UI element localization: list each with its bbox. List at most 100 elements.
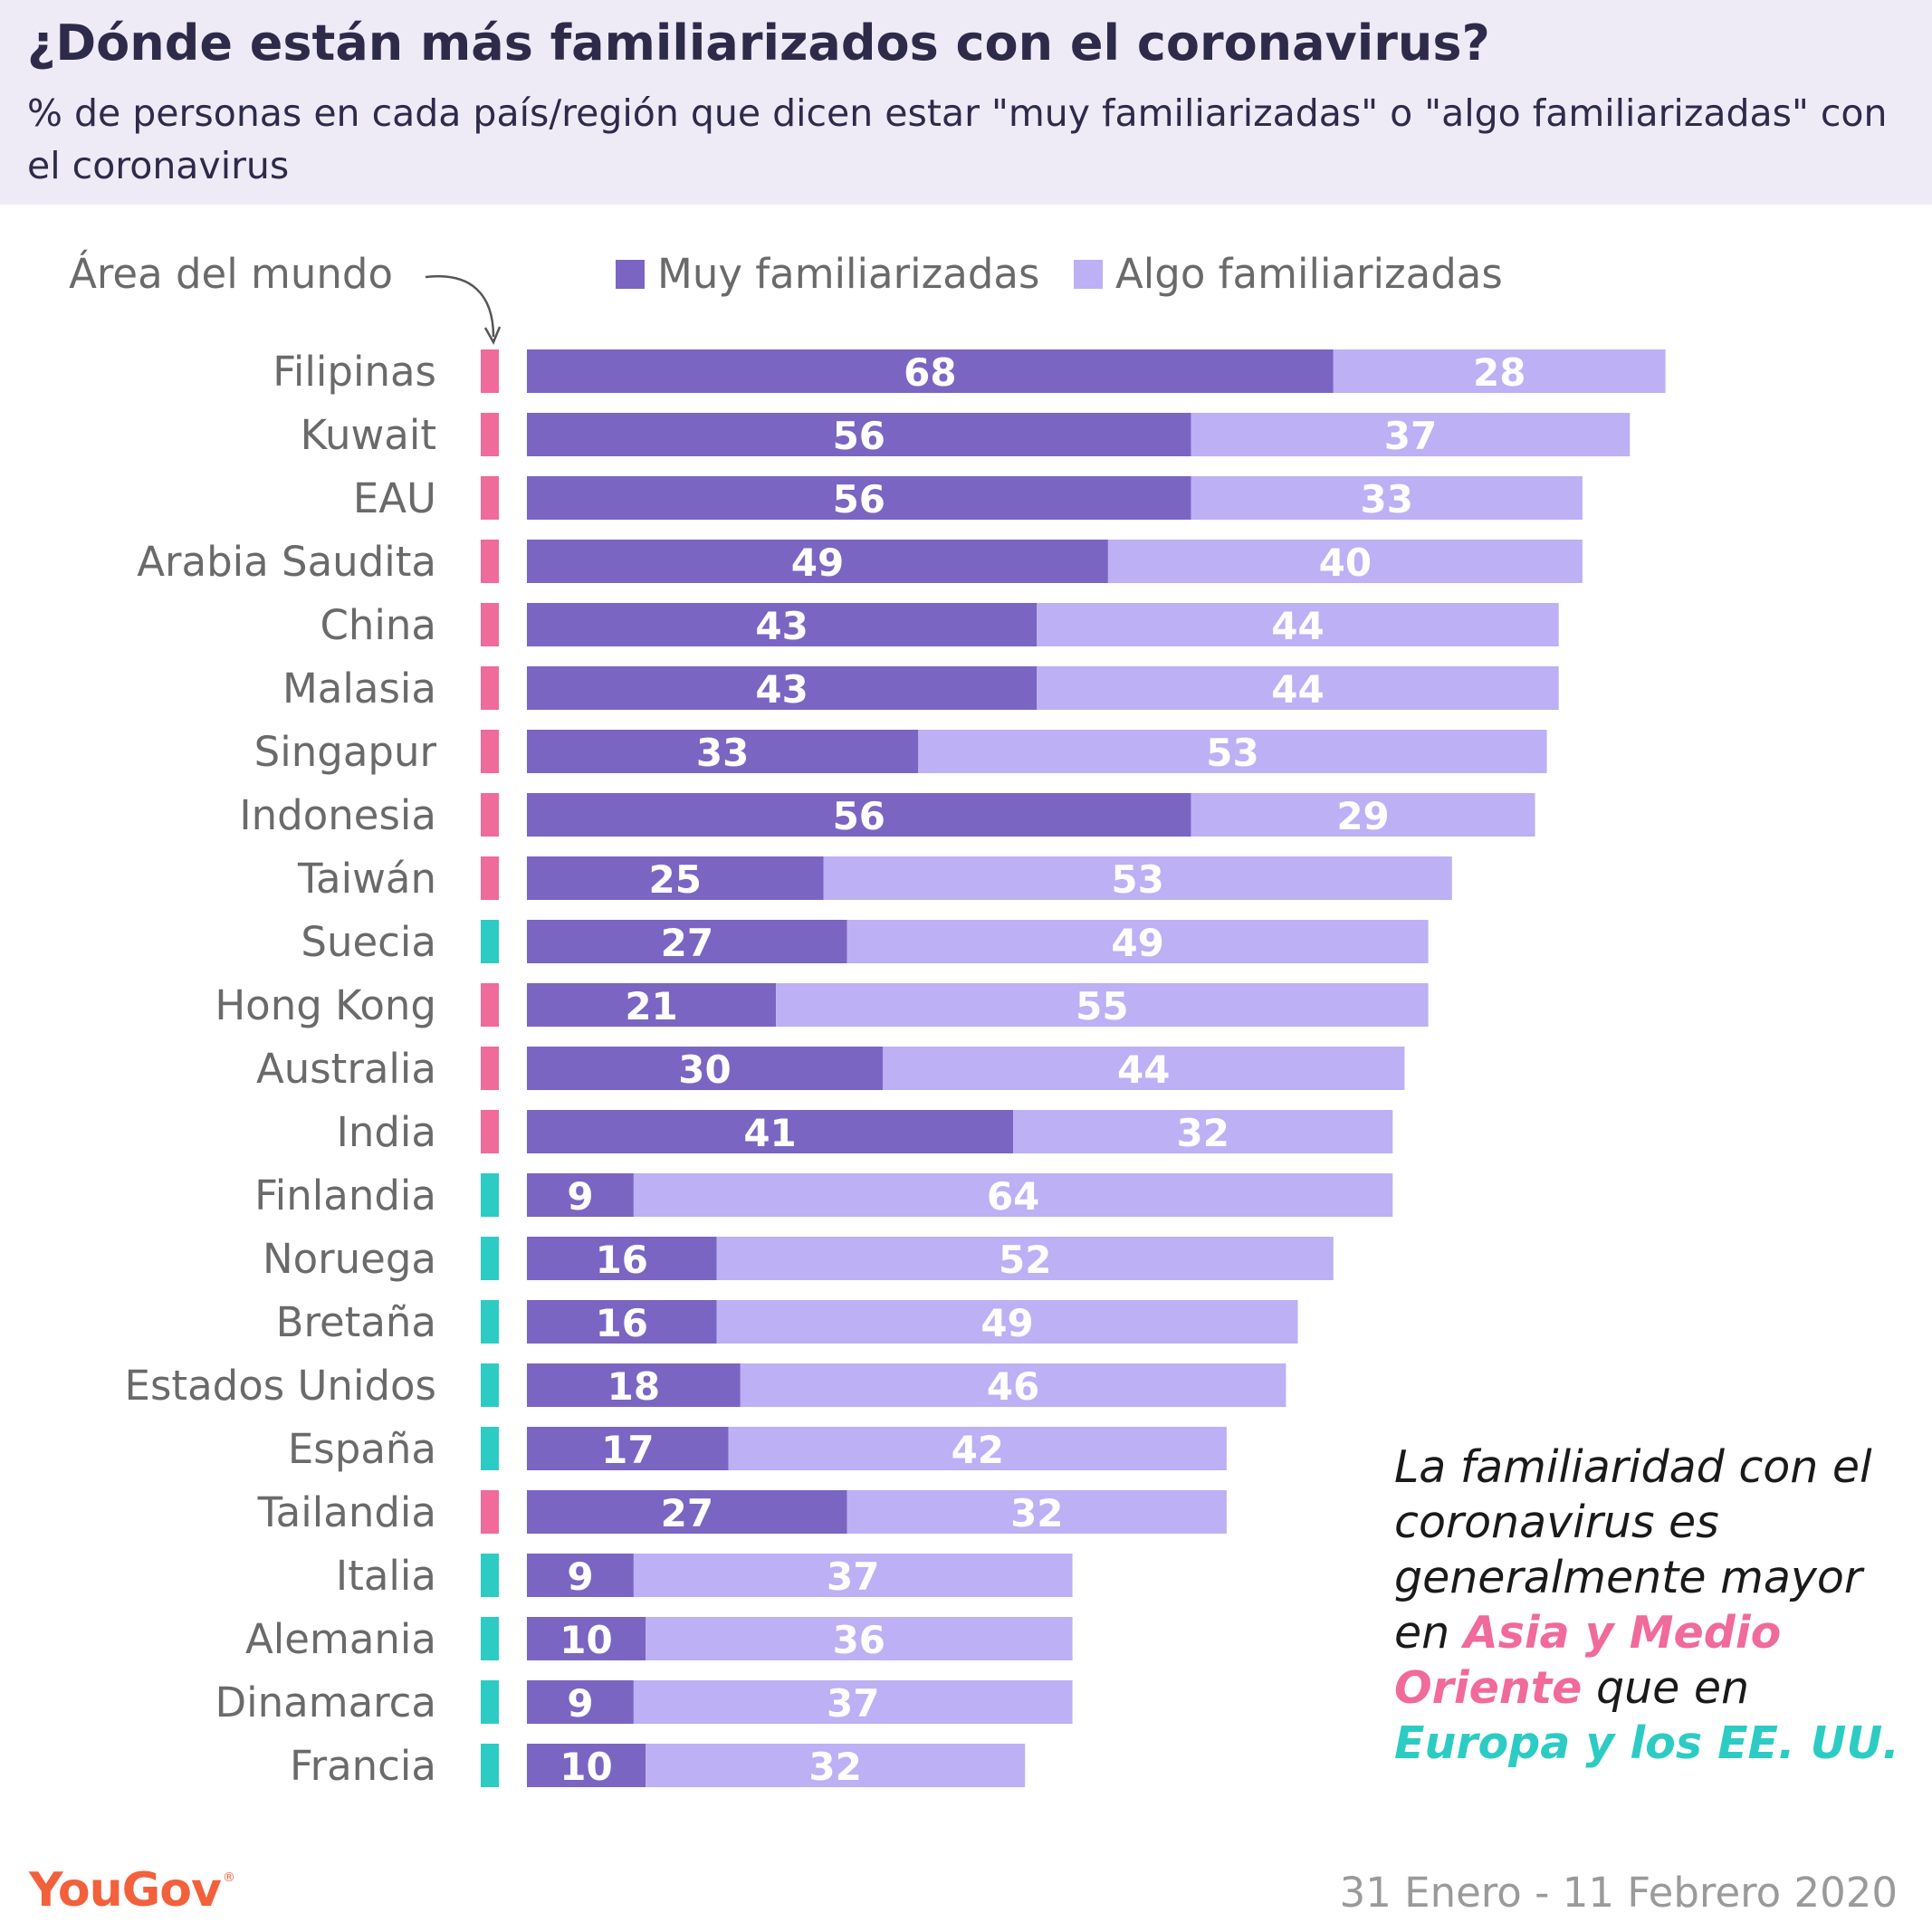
bar-somewhat	[1037, 603, 1559, 646]
data-label-very: 10	[560, 1745, 612, 1789]
bar-very	[527, 1617, 646, 1660]
region-marker	[481, 540, 499, 583]
region-marker	[481, 730, 499, 773]
data-label-somewhat: 53	[1111, 857, 1163, 902]
bar-very	[527, 1680, 634, 1724]
bar-very	[527, 730, 919, 773]
bar-very	[527, 666, 1038, 710]
bar-very	[527, 349, 1334, 393]
annotation-highlight-asia: Asia y Medio Oriente	[1394, 1607, 1782, 1714]
data-label-very: 30	[678, 1047, 731, 1092]
category-label: India	[337, 1108, 436, 1156]
bar-somewhat	[776, 983, 1429, 1027]
annotation-text-1: La familiaridad con el coronavirus es ge…	[1394, 1441, 1872, 1659]
category-label: EAU	[353, 474, 436, 522]
bar-very	[527, 856, 824, 900]
header-band: ¿Dónde están más familiarizados con el c…	[0, 0, 1932, 205]
annotation-text-2: que en	[1582, 1662, 1750, 1714]
data-label-very: 27	[661, 921, 713, 965]
bar-somewhat	[646, 1744, 1026, 1787]
bar-somewhat	[633, 1554, 1073, 1597]
area-label: Área del mundo	[69, 250, 393, 298]
chart-subtitle: % de personas en cada país/región que di…	[27, 91, 1888, 187]
bar-somewhat	[633, 1173, 1393, 1217]
region-marker	[481, 856, 499, 900]
data-label-very: 43	[755, 604, 808, 648]
logo-registered-mark: ®	[222, 1870, 235, 1885]
bar-somewhat	[823, 856, 1452, 900]
bar-very	[527, 1554, 634, 1597]
bar-very	[527, 476, 1191, 520]
data-label-very: 18	[607, 1364, 660, 1409]
data-label-very: 68	[904, 350, 956, 395]
category-label: Italia	[336, 1552, 436, 1600]
annotation: La familiaridad con el coronavirus es ge…	[1394, 1439, 1901, 1771]
bar-somewhat	[646, 1617, 1073, 1660]
data-label-very: 25	[649, 857, 702, 902]
legend-item-very: Muy familiarizadas	[616, 250, 1039, 298]
region-marker	[481, 920, 499, 963]
area-arrow	[425, 274, 495, 338]
bar-somewhat	[846, 920, 1429, 963]
region-marker	[481, 1554, 499, 1597]
data-label-somewhat: 49	[980, 1301, 1033, 1345]
data-label-somewhat: 49	[1111, 921, 1163, 965]
category-label: Malasia	[282, 665, 436, 713]
legend-swatch-very	[616, 259, 645, 289]
bar-somewhat	[1107, 540, 1583, 583]
legend-item-somewhat: Algo familiarizadas	[1074, 250, 1503, 298]
category-label: Filipinas	[273, 348, 436, 396]
data-label-very: 9	[567, 1174, 593, 1219]
bar-very	[527, 540, 1108, 583]
data-label-somewhat: 52	[999, 1238, 1051, 1282]
data-label-very: 56	[833, 414, 885, 458]
date-range: 31 Enero - 11 Febrero 2020	[1339, 1869, 1898, 1917]
legend-label-very: Muy familiarizadas	[657, 250, 1040, 298]
category-label: Dinamarca	[215, 1679, 437, 1726]
data-label-very: 17	[601, 1428, 654, 1472]
bar-very	[527, 1237, 717, 1280]
data-label-somewhat: 32	[1176, 1111, 1229, 1155]
data-label-somewhat: 46	[987, 1364, 1039, 1409]
data-label-somewhat: 40	[1319, 540, 1372, 585]
logo-text: YouGov	[29, 1863, 222, 1918]
region-marker	[481, 793, 499, 837]
data-label-somewhat: 37	[1384, 414, 1437, 458]
region-marker	[481, 666, 499, 710]
chart-title: ¿Dónde están más familiarizados con el c…	[27, 14, 1490, 72]
data-label-somewhat: 53	[1206, 731, 1258, 775]
region-marker	[481, 1490, 499, 1534]
legend-label-somewhat: Algo familiarizadas	[1115, 250, 1503, 298]
bar-very	[527, 920, 847, 963]
region-marker	[481, 983, 499, 1027]
bar-somewhat	[918, 730, 1547, 773]
data-label-somewhat: 32	[808, 1745, 861, 1789]
category-label: Noruega	[263, 1235, 436, 1283]
category-label: Finlandia	[254, 1172, 436, 1219]
data-label-somewhat: 28	[1473, 350, 1526, 395]
bar-somewhat	[883, 1047, 1405, 1090]
category-label: España	[288, 1425, 436, 1473]
bar-somewhat	[846, 1490, 1227, 1534]
category-label: Estados Unidos	[125, 1362, 436, 1410]
category-label: Indonesia	[239, 791, 436, 839]
data-label-somewhat: 44	[1271, 604, 1324, 648]
bar-somewhat	[1013, 1110, 1393, 1153]
data-label-very: 9	[567, 1681, 593, 1726]
bar-somewhat	[1191, 793, 1535, 837]
region-marker	[481, 1363, 499, 1407]
data-label-very: 56	[833, 794, 885, 838]
region-marker	[481, 349, 499, 393]
region-marker	[481, 1744, 499, 1787]
area-arrow-head	[483, 326, 502, 345]
data-label-very: 10	[560, 1618, 612, 1662]
bar-somewhat	[633, 1680, 1073, 1724]
bar-somewhat	[716, 1300, 1298, 1344]
data-label-somewhat: 42	[952, 1428, 1004, 1472]
bar-very	[527, 793, 1191, 837]
data-label-very: 43	[755, 667, 808, 712]
bar-somewhat	[728, 1427, 1227, 1470]
data-label-somewhat: 44	[1117, 1047, 1170, 1092]
bar-somewhat	[1333, 349, 1666, 393]
bar-very	[527, 1173, 634, 1217]
